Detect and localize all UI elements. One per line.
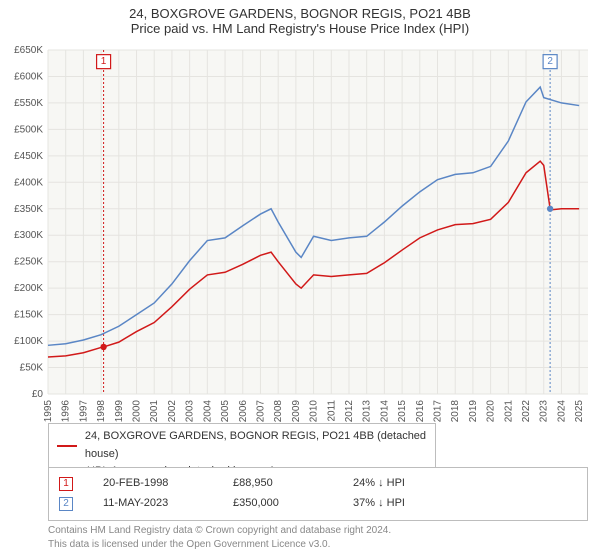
svg-text:2015: 2015 bbox=[397, 400, 408, 423]
sale-delta-1: 24% ↓ HPI bbox=[353, 474, 405, 494]
sale-marker-1: 1 bbox=[59, 477, 73, 491]
svg-text:£350K: £350K bbox=[14, 204, 43, 215]
svg-text:2010: 2010 bbox=[309, 400, 320, 423]
svg-text:1996: 1996 bbox=[61, 400, 72, 423]
svg-text:2019: 2019 bbox=[468, 400, 479, 423]
svg-text:£150K: £150K bbox=[14, 310, 43, 321]
svg-text:£500K: £500K bbox=[14, 124, 43, 135]
sale-row-1: 1 20-FEB-1998 £88,950 24% ↓ HPI bbox=[59, 474, 577, 494]
svg-text:1995: 1995 bbox=[43, 400, 54, 423]
svg-text:2012: 2012 bbox=[344, 400, 355, 423]
svg-text:1: 1 bbox=[101, 56, 107, 67]
chart-container: 24, BOXGROVE GARDENS, BOGNOR REGIS, PO21… bbox=[0, 0, 600, 560]
svg-text:2025: 2025 bbox=[574, 400, 585, 423]
svg-text:2001: 2001 bbox=[149, 400, 160, 423]
svg-text:£0: £0 bbox=[32, 389, 44, 400]
svg-text:2018: 2018 bbox=[450, 400, 461, 423]
sale-marker-2: 2 bbox=[59, 497, 73, 511]
svg-text:£250K: £250K bbox=[14, 257, 43, 268]
svg-text:2: 2 bbox=[547, 56, 553, 67]
svg-text:2008: 2008 bbox=[273, 400, 284, 423]
svg-text:2013: 2013 bbox=[362, 400, 373, 423]
svg-text:2023: 2023 bbox=[539, 400, 550, 423]
svg-text:£100K: £100K bbox=[14, 336, 43, 347]
sale-price-2: £350,000 bbox=[233, 494, 323, 514]
svg-text:2003: 2003 bbox=[185, 400, 196, 423]
svg-text:2016: 2016 bbox=[415, 400, 426, 423]
svg-text:1997: 1997 bbox=[78, 400, 89, 423]
svg-text:£450K: £450K bbox=[14, 151, 43, 162]
price-chart: £0 £50K £100K £150K £200K £250K £300K £350K £400… bbox=[0, 0, 600, 424]
svg-text:£200K: £200K bbox=[14, 283, 43, 294]
svg-text:£600K: £600K bbox=[14, 71, 43, 82]
svg-text:2005: 2005 bbox=[220, 400, 231, 423]
svg-text:£650K: £650K bbox=[14, 45, 43, 56]
svg-text:2017: 2017 bbox=[433, 400, 444, 423]
sale-price-1: £88,950 bbox=[233, 474, 323, 494]
svg-text:2000: 2000 bbox=[132, 400, 143, 423]
footer-line-1: Contains HM Land Registry data © Crown c… bbox=[48, 524, 391, 538]
svg-text:£50K: £50K bbox=[20, 363, 44, 374]
legend-swatch-property bbox=[57, 445, 77, 447]
svg-text:2009: 2009 bbox=[291, 400, 302, 423]
svg-text:2021: 2021 bbox=[503, 400, 514, 423]
sale-delta-2: 37% ↓ HPI bbox=[353, 494, 405, 514]
svg-text:2014: 2014 bbox=[379, 400, 390, 423]
svg-text:£550K: £550K bbox=[14, 98, 43, 109]
footer-text: Contains HM Land Registry data © Crown c… bbox=[48, 524, 391, 552]
svg-text:£400K: £400K bbox=[14, 177, 43, 188]
svg-text:2007: 2007 bbox=[255, 400, 266, 423]
svg-text:2022: 2022 bbox=[521, 400, 532, 423]
sale-row-2: 2 11-MAY-2023 £350,000 37% ↓ HPI bbox=[59, 494, 577, 514]
sales-panel: 1 20-FEB-1998 £88,950 24% ↓ HPI 2 11-MAY… bbox=[48, 467, 588, 521]
svg-text:2004: 2004 bbox=[202, 400, 213, 423]
svg-text:2006: 2006 bbox=[238, 400, 249, 423]
svg-text:1999: 1999 bbox=[114, 400, 125, 423]
svg-text:2011: 2011 bbox=[326, 400, 337, 422]
legend-row-property: 24, BOXGROVE GARDENS, BOGNOR REGIS, PO21… bbox=[57, 428, 427, 463]
svg-text:1998: 1998 bbox=[96, 400, 107, 423]
sale-date-1: 20-FEB-1998 bbox=[103, 474, 203, 494]
svg-text:2020: 2020 bbox=[486, 400, 497, 423]
svg-text:2002: 2002 bbox=[167, 400, 178, 423]
footer-line-2: This data is licensed under the Open Gov… bbox=[48, 538, 391, 552]
legend-label-property: 24, BOXGROVE GARDENS, BOGNOR REGIS, PO21… bbox=[85, 428, 427, 463]
sale-date-2: 11-MAY-2023 bbox=[103, 494, 203, 514]
svg-text:2024: 2024 bbox=[556, 400, 567, 423]
svg-text:£300K: £300K bbox=[14, 230, 43, 241]
